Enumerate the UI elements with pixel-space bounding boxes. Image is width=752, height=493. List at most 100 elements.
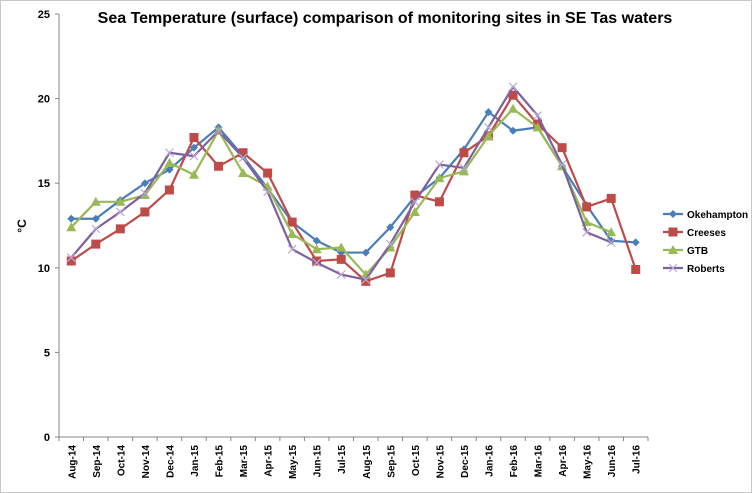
data-point <box>459 163 469 173</box>
data-point <box>508 90 518 100</box>
data-point <box>91 224 101 234</box>
x-tick-label: Jun-15 <box>313 445 324 478</box>
data-point <box>631 264 641 274</box>
data-point <box>631 238 640 247</box>
data-point <box>165 148 174 158</box>
x-tick-label: Nov-14 <box>141 445 152 479</box>
legend-marker <box>668 245 678 254</box>
data-point <box>164 185 174 195</box>
data-point <box>361 275 371 285</box>
data-point <box>91 239 101 249</box>
x-tick-label: Mar-15 <box>239 445 250 478</box>
x-tick-label: Dec-15 <box>460 445 471 478</box>
data-point <box>336 242 347 252</box>
legend-item-creeses: Creeses <box>663 227 726 239</box>
legend-marker <box>668 263 678 273</box>
data-point <box>287 228 298 238</box>
data-point <box>557 143 567 153</box>
data-point <box>311 244 322 254</box>
data-point <box>140 179 149 188</box>
data-point <box>532 122 543 132</box>
x-tick-label: Apr-16 <box>558 445 569 477</box>
y-tick-label: 0 <box>44 432 50 444</box>
legend: Okehampton Creeses GTB Roberts <box>663 210 748 275</box>
x-tick-label: Jul-15 <box>337 445 348 474</box>
x-tick-label: Sep-14 <box>92 445 103 478</box>
axes: 0 5 10 15 20 25 Aug-14 Sep-14 Oct-14 Nov-14 Dec-14… <box>38 9 649 479</box>
x-tick-label: Oct-15 <box>411 445 422 477</box>
y-axis-label: °C <box>15 219 29 233</box>
series-creeses <box>66 90 641 286</box>
data-point <box>361 248 370 257</box>
y-tick-label: 15 <box>38 178 50 190</box>
data-point <box>263 168 273 178</box>
data-point <box>336 270 346 279</box>
data-point <box>66 253 76 263</box>
data-point <box>606 193 616 203</box>
data-point <box>189 143 198 152</box>
data-point <box>410 197 420 207</box>
data-point <box>385 268 395 278</box>
data-point <box>189 133 199 143</box>
y-tick-label: 25 <box>38 9 50 21</box>
data-point <box>140 188 150 198</box>
x-tick-label: Dec-14 <box>165 445 176 478</box>
data-point <box>409 206 420 216</box>
data-point <box>410 190 420 200</box>
data-point <box>115 224 125 234</box>
series-layer <box>66 82 641 286</box>
chart-title: Sea Temperature (surface) comparison of … <box>97 10 673 27</box>
data-point <box>312 258 322 268</box>
x-tick-label: May-16 <box>583 445 594 479</box>
data-point <box>90 196 101 206</box>
x-tick-label: Feb-15 <box>215 445 226 478</box>
data-point <box>312 256 322 266</box>
data-point <box>238 168 249 178</box>
x-tick-label: Oct-14 <box>116 445 127 477</box>
data-point <box>91 214 100 223</box>
legend-label: GTB <box>687 246 708 257</box>
legend-item-roberts: Roberts <box>663 263 725 275</box>
x-tick-label: Nov-15 <box>435 445 446 479</box>
data-point <box>214 161 224 171</box>
data-point <box>434 197 444 207</box>
data-point <box>484 108 493 117</box>
legend-label: Okehampton <box>687 210 748 221</box>
data-point <box>67 214 76 223</box>
legend-label: Creeses <box>687 228 726 239</box>
series-okehampton <box>67 108 640 257</box>
x-tick-label: Jan-16 <box>484 445 495 477</box>
x-tick-label: May-15 <box>288 445 299 479</box>
x-tick-label: Jun-16 <box>607 445 618 478</box>
x-tick-label: Jan-15 <box>190 445 201 477</box>
data-point <box>483 130 494 140</box>
series-roberts <box>66 82 616 285</box>
x-tick-label: Aug-15 <box>362 445 373 479</box>
data-point <box>557 160 567 170</box>
data-point <box>312 236 321 245</box>
data-point <box>214 126 223 136</box>
legend-item-gtb: GTB <box>663 245 708 257</box>
data-point <box>115 196 126 206</box>
data-point <box>459 148 469 158</box>
legend-marker <box>669 210 677 218</box>
data-point <box>140 207 150 217</box>
data-point <box>582 202 592 212</box>
data-point <box>606 237 616 247</box>
x-tick-label: Sep-15 <box>386 445 397 478</box>
x-tick-label: Aug-14 <box>67 445 78 479</box>
data-point <box>361 276 371 286</box>
data-point <box>386 223 395 232</box>
data-point <box>508 103 519 113</box>
x-tick-label: Mar-16 <box>534 445 545 478</box>
data-point <box>287 244 297 254</box>
y-tick-label: 20 <box>38 94 50 106</box>
data-point <box>385 239 395 249</box>
data-point <box>508 82 518 92</box>
data-point <box>533 111 542 120</box>
data-point <box>582 227 592 237</box>
data-point <box>66 256 76 266</box>
data-point <box>287 217 297 227</box>
data-point <box>165 165 174 174</box>
